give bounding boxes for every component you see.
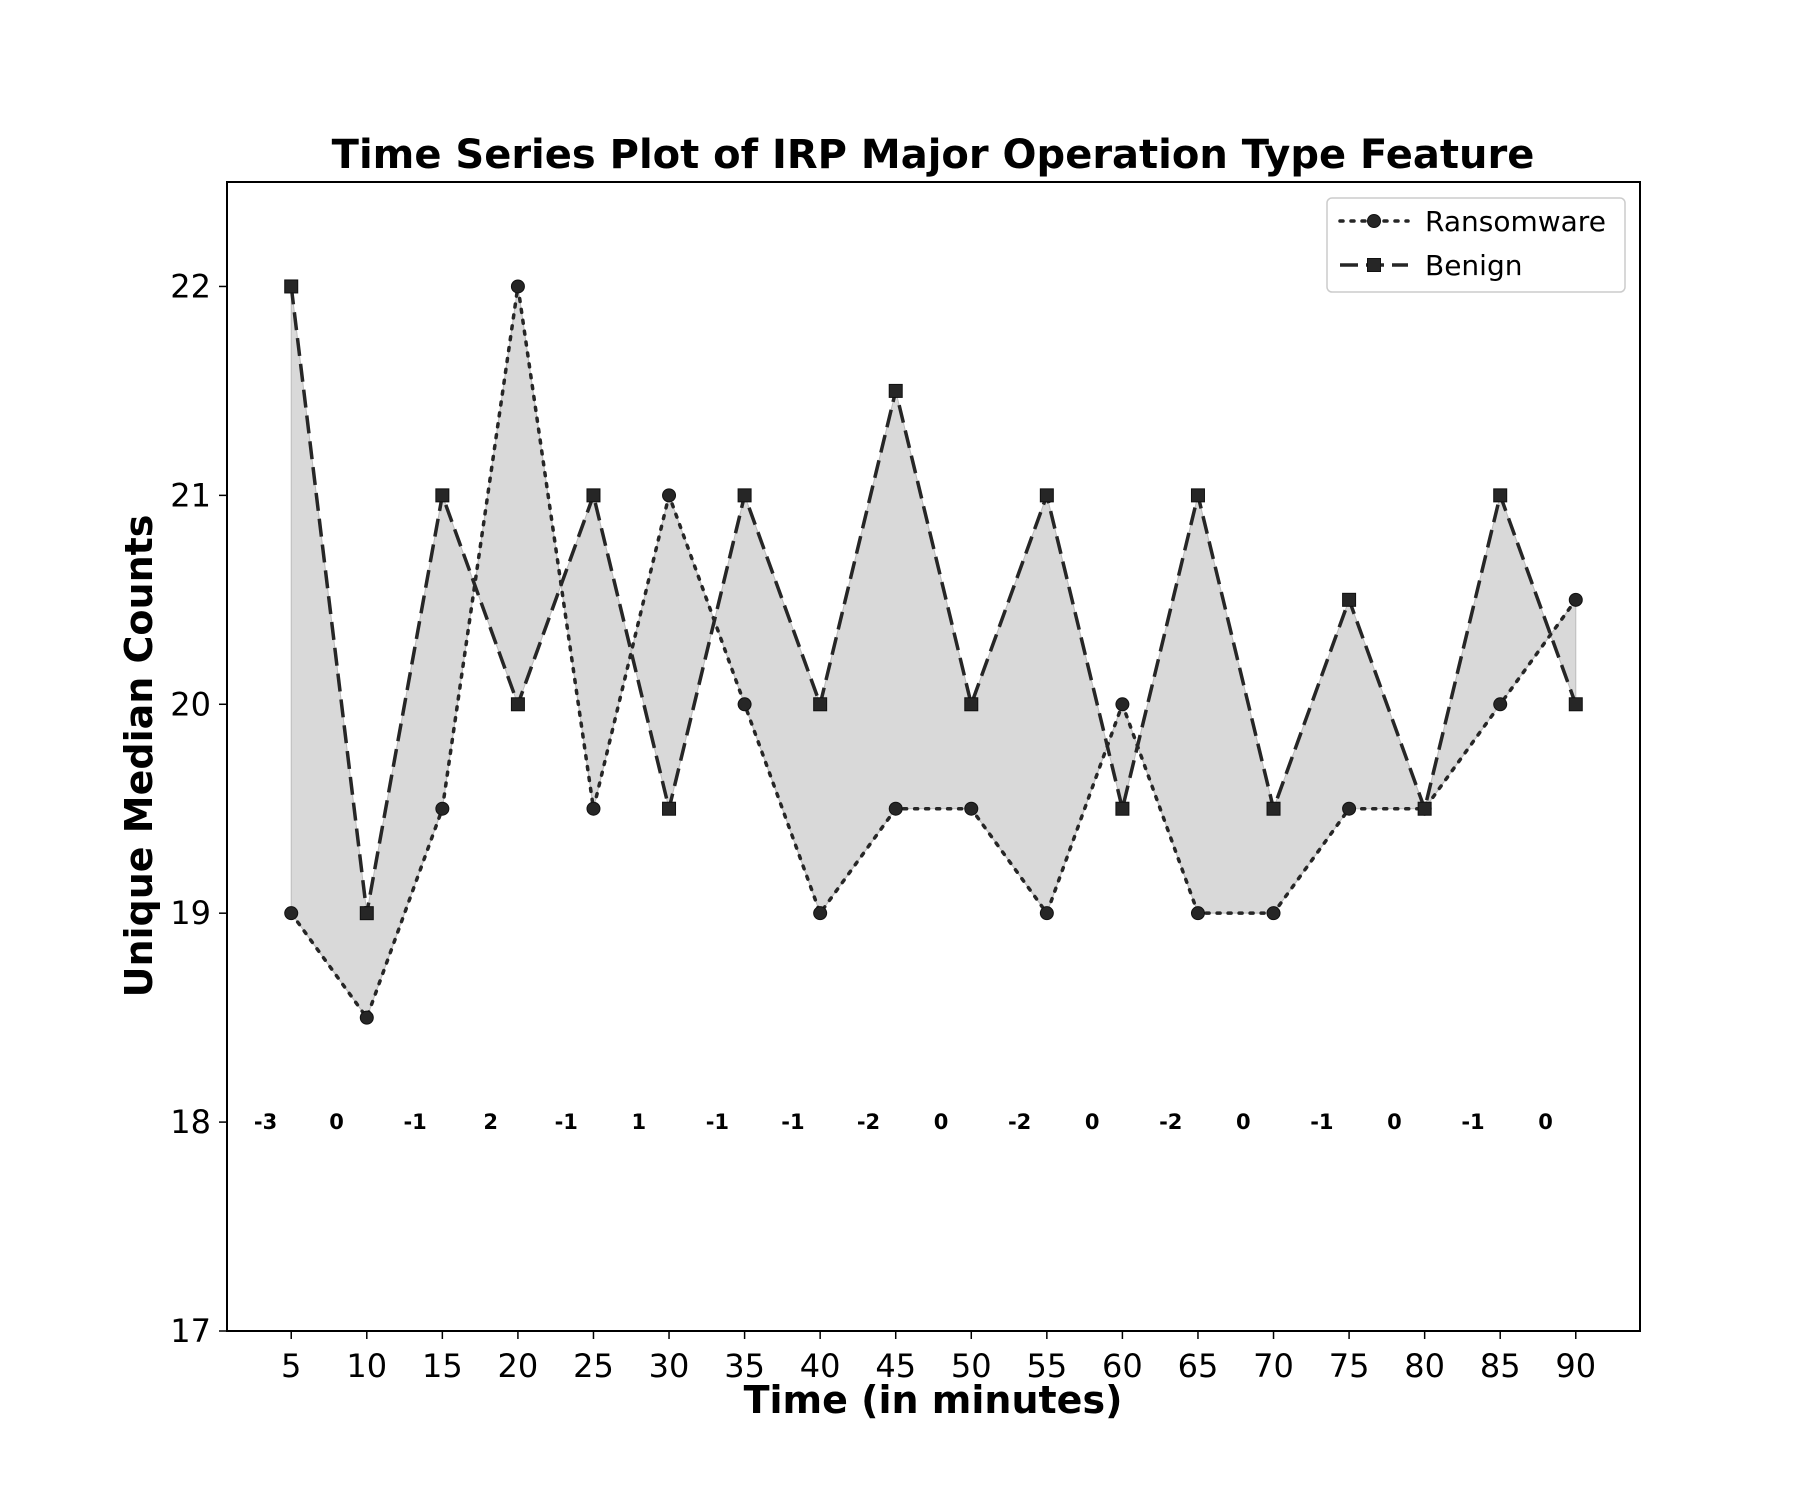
x-axis-ticks: 5 10 15 20 25 30 35 40 45 50 55 60 65 70 75 80 85 90: [281, 1331, 1596, 1385]
difference-label-9: 0: [934, 1110, 949, 1134]
x-tick-label-90: 90: [1555, 1347, 1596, 1385]
difference-label-8: -2: [857, 1110, 880, 1134]
point-benign-25: [586, 488, 601, 503]
y-tick-label-17: 17: [170, 1312, 211, 1350]
point-benign-55: [1039, 488, 1054, 503]
difference-annotations: -3 0 -1 2 -1 1 -1 -1 -2 0 -2 0 -2 0 -1 0 -1 0: [254, 1110, 1553, 1134]
point-ransomware-30: [662, 488, 677, 503]
x-tick-label-40: 40: [800, 1347, 841, 1385]
y-tick-label-18: 18: [170, 1103, 211, 1141]
x-tick-label-10: 10: [346, 1347, 387, 1385]
y-tick-label-21: 21: [170, 476, 211, 514]
difference-label-5: 1: [631, 1110, 646, 1134]
difference-label-12: -2: [1159, 1110, 1182, 1134]
x-tick-label-25: 25: [573, 1347, 614, 1385]
legend-box: [1326, 197, 1626, 293]
x-tick-label-35: 35: [724, 1347, 765, 1385]
point-ransomware-5: [284, 906, 299, 921]
x-axis-label: Time (in minutes): [744, 1378, 1123, 1422]
point-ransomware-20: [510, 279, 525, 294]
point-ransomware-15: [435, 801, 450, 816]
legend-label-ransomware: Ransomware: [1425, 205, 1606, 238]
difference-label-1: 0: [329, 1110, 344, 1134]
point-benign-90: [1568, 697, 1583, 712]
difference-label-11: 0: [1085, 1110, 1100, 1134]
difference-label-17: 0: [1538, 1110, 1553, 1134]
x-tick-label-75: 75: [1329, 1347, 1370, 1385]
point-ransomware-50: [964, 801, 979, 816]
x-tick-label-70: 70: [1253, 1347, 1294, 1385]
point-benign-70: [1266, 801, 1281, 816]
y-tick-label-20: 20: [170, 685, 211, 723]
point-benign-40: [813, 697, 828, 712]
point-benign-60: [1115, 801, 1130, 816]
difference-label-10: -2: [1008, 1110, 1031, 1134]
difference-label-7: -1: [781, 1110, 804, 1134]
difference-label-0: -3: [254, 1110, 277, 1134]
point-ransomware-35: [737, 697, 752, 712]
x-tick-label-30: 30: [649, 1347, 690, 1385]
point-ransomware-45: [888, 801, 903, 816]
legend-marker-benign: [1367, 258, 1381, 272]
difference-label-13: 0: [1236, 1110, 1251, 1134]
x-tick-label-15: 15: [422, 1347, 463, 1385]
plot-frame: [226, 181, 1641, 1332]
series-line-benign: [289, 286, 1578, 914]
x-tick-label-55: 55: [1026, 1347, 1067, 1385]
x-tick-label-45: 45: [875, 1347, 916, 1385]
point-ransomware-85: [1493, 697, 1508, 712]
y-tick-label-22: 22: [170, 267, 211, 305]
series-markers: [284, 279, 1583, 1025]
y-tick-label-19: 19: [170, 894, 211, 932]
point-ransomware-40: [813, 906, 828, 921]
chart-title: Time Series Plot of IRP Major Operation …: [332, 132, 1535, 178]
point-benign-30: [662, 801, 677, 816]
difference-label-16: -1: [1461, 1110, 1484, 1134]
series-line-ransomware: [289, 286, 1578, 1022]
y-axis-ticks: 17 18 19 20 21 22: [170, 267, 227, 1350]
point-ransomware-65: [1190, 906, 1205, 921]
difference-label-2: -1: [403, 1110, 426, 1134]
series-lines: [289, 286, 1578, 1022]
point-ransomware-10: [359, 1010, 374, 1025]
point-ransomware-70: [1266, 906, 1281, 921]
point-ransomware-25: [586, 801, 601, 816]
point-benign-35: [737, 488, 752, 503]
point-ransomware-75: [1342, 801, 1357, 816]
point-ransomware-55: [1039, 906, 1054, 921]
point-benign-5: [284, 279, 299, 294]
point-benign-50: [964, 697, 979, 712]
point-benign-80: [1417, 801, 1432, 816]
point-benign-10: [359, 906, 374, 921]
x-tick-label-20: 20: [498, 1347, 539, 1385]
x-tick-label-60: 60: [1102, 1347, 1143, 1385]
point-benign-85: [1493, 488, 1508, 503]
point-ransomware-90: [1568, 592, 1583, 607]
legend: Ransomware Benign: [1326, 197, 1626, 293]
point-ransomware-60: [1115, 697, 1130, 712]
point-benign-75: [1342, 592, 1357, 607]
fill-between-area: [290, 286, 1577, 1019]
point-benign-20: [510, 697, 525, 712]
legend-marker-ransomware: [1367, 214, 1381, 228]
x-tick-label-85: 85: [1480, 1347, 1521, 1385]
difference-label-14: -1: [1310, 1110, 1333, 1134]
difference-label-15: 0: [1387, 1110, 1402, 1134]
difference-label-3: 2: [483, 1110, 498, 1134]
x-tick-label-5: 5: [281, 1347, 301, 1385]
point-benign-65: [1190, 488, 1205, 503]
legend-label-benign: Benign: [1425, 249, 1522, 282]
x-tick-label-65: 65: [1178, 1347, 1219, 1385]
difference-label-4: -1: [555, 1110, 578, 1134]
x-tick-label-50: 50: [951, 1347, 992, 1385]
y-axis-label: Unique Median Counts: [117, 515, 161, 998]
point-benign-45: [888, 383, 903, 398]
fill-between-region: [290, 286, 1577, 1019]
point-benign-15: [435, 488, 450, 503]
difference-label-6: -1: [706, 1110, 729, 1134]
x-tick-label-80: 80: [1404, 1347, 1445, 1385]
